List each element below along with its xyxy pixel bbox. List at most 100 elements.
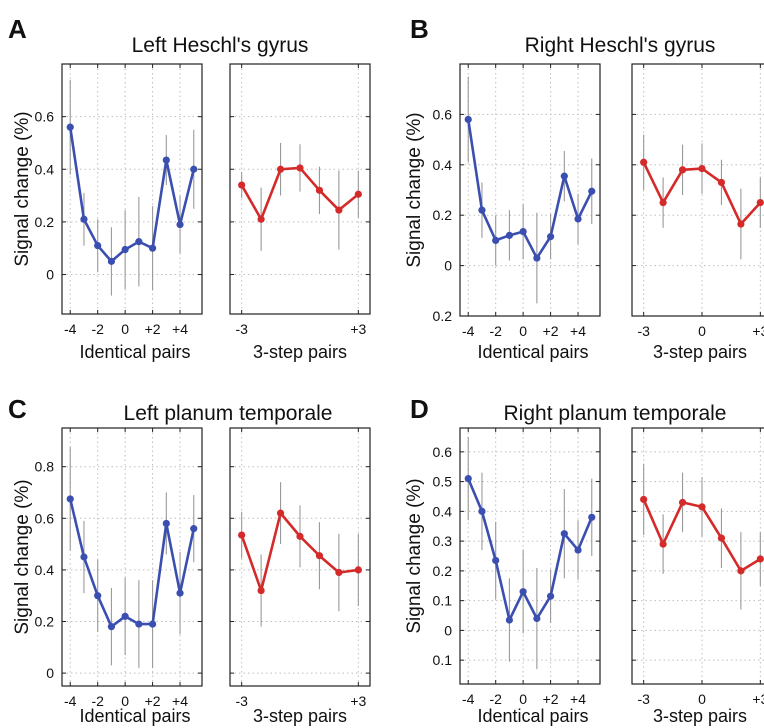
y-tick-label: 0.2 xyxy=(433,207,453,223)
data-point xyxy=(717,534,726,542)
data-point xyxy=(756,199,764,207)
chart-title: Left planum temporale xyxy=(124,402,333,425)
data-point xyxy=(190,525,198,533)
data-point xyxy=(238,181,246,189)
data-point xyxy=(354,566,362,574)
subplot-left: 0.1 0 0.1 0.2 0.3 0.4 0.5 0.6 -4 -2 0 +2 +4 xyxy=(433,427,601,707)
data-point xyxy=(492,556,500,565)
axes-frame xyxy=(61,427,203,687)
data-point xyxy=(121,245,129,254)
data-point xyxy=(276,509,285,517)
data-point xyxy=(478,507,486,515)
data-point xyxy=(66,123,74,131)
data-point xyxy=(464,475,472,483)
x-axis-label-3-step: 3-step pairs xyxy=(253,342,347,362)
y-tick-label: 0 xyxy=(444,258,452,274)
x-tick-label: -3 xyxy=(637,691,650,707)
x-tick-label: -2 xyxy=(91,321,104,337)
data-point xyxy=(162,519,170,528)
data-point xyxy=(335,206,343,214)
data-point xyxy=(478,206,486,214)
data-point xyxy=(66,495,74,503)
data-point xyxy=(659,199,667,207)
data-point xyxy=(135,620,143,628)
data-point xyxy=(335,568,343,577)
data-point xyxy=(519,227,527,236)
x-axis-label-identical: Identical pairs xyxy=(79,706,190,726)
data-point xyxy=(505,231,514,239)
data-point xyxy=(574,215,582,223)
series-line-left xyxy=(467,478,593,622)
x-tick-label: -4 xyxy=(64,693,77,709)
axes-frame xyxy=(61,63,203,315)
axes-frame xyxy=(459,427,601,685)
x-tick-label: 0 xyxy=(519,323,527,339)
data-point xyxy=(148,244,157,252)
series-line-left xyxy=(68,126,196,263)
subplot-right: -3 0 +3 xyxy=(631,427,764,707)
x-tick-label: 0 xyxy=(698,323,706,339)
x-tick-label: +3 xyxy=(752,691,764,707)
x-tick-label: +2 xyxy=(543,323,559,339)
data-point xyxy=(315,552,324,560)
subplot-left: 0.2 0 0.2 0.4 0.6 -4 -2 0 +2 +4 xyxy=(433,63,601,339)
chart-title: Right Heschl's gyrus xyxy=(525,34,716,57)
data-point xyxy=(560,530,568,538)
data-point xyxy=(107,623,116,631)
y-tick-label: 0.1 xyxy=(433,593,453,609)
y-tick-label: 0.6 xyxy=(433,444,453,460)
data-point xyxy=(121,612,129,620)
data-point xyxy=(640,158,648,166)
y-tick-label: 0.4 xyxy=(433,157,453,173)
y-tick-label: 0.4 xyxy=(35,161,55,177)
data-point xyxy=(257,586,265,595)
subplot-right: -3 +3 xyxy=(229,63,371,337)
data-point xyxy=(678,498,687,507)
y-tick-label: 0.6 xyxy=(35,109,55,125)
data-point xyxy=(190,165,198,173)
data-point xyxy=(492,236,500,244)
subplot-left: 0 0.2 0.4 0.6 0.8 -4 -2 0 +2 +4 xyxy=(35,427,203,709)
data-point xyxy=(659,540,667,548)
data-point xyxy=(588,513,596,521)
y-tick-label: 0.5 xyxy=(433,474,453,490)
y-axis-label: Signal change (%) xyxy=(12,479,33,634)
data-point xyxy=(315,186,324,194)
subplot-right: -3 0 +3 xyxy=(631,63,764,339)
data-point xyxy=(574,546,582,554)
x-tick-label: 0 xyxy=(121,321,129,337)
data-point xyxy=(698,164,706,173)
x-tick-label: -3 xyxy=(235,693,248,709)
data-point xyxy=(107,257,116,265)
subplot-right: -3 +3 xyxy=(229,427,371,709)
x-tick-label: +4 xyxy=(570,323,586,339)
x-tick-label: +4 xyxy=(172,321,188,337)
data-point xyxy=(296,532,304,540)
panel-letter: A xyxy=(8,14,27,44)
chart-title: Left Heschl's gyrus xyxy=(132,34,309,57)
y-tick-label: 0 xyxy=(444,622,452,638)
data-point xyxy=(588,187,596,195)
axes-frame xyxy=(459,63,601,317)
x-tick-label: +2 xyxy=(543,691,559,707)
data-point xyxy=(533,614,541,623)
data-point xyxy=(296,164,304,172)
data-point xyxy=(519,588,527,596)
data-point xyxy=(276,165,285,173)
data-point xyxy=(737,567,745,575)
y-tick-label: 0.4 xyxy=(433,503,453,519)
series-line-left xyxy=(68,498,196,628)
axes-frame xyxy=(631,63,764,317)
data-point xyxy=(756,555,764,563)
x-tick-label: +4 xyxy=(570,691,586,707)
data-point xyxy=(176,220,184,229)
x-tick-label: 0 xyxy=(698,691,706,707)
y-tick-label: 0.2 xyxy=(433,308,453,324)
x-axis-label-identical: Identical pairs xyxy=(79,342,190,362)
x-tick-label: -4 xyxy=(64,321,77,337)
data-point xyxy=(546,233,555,241)
data-point xyxy=(533,254,541,262)
y-tick-label: 0.4 xyxy=(35,562,55,578)
x-tick-label: +2 xyxy=(145,693,161,709)
